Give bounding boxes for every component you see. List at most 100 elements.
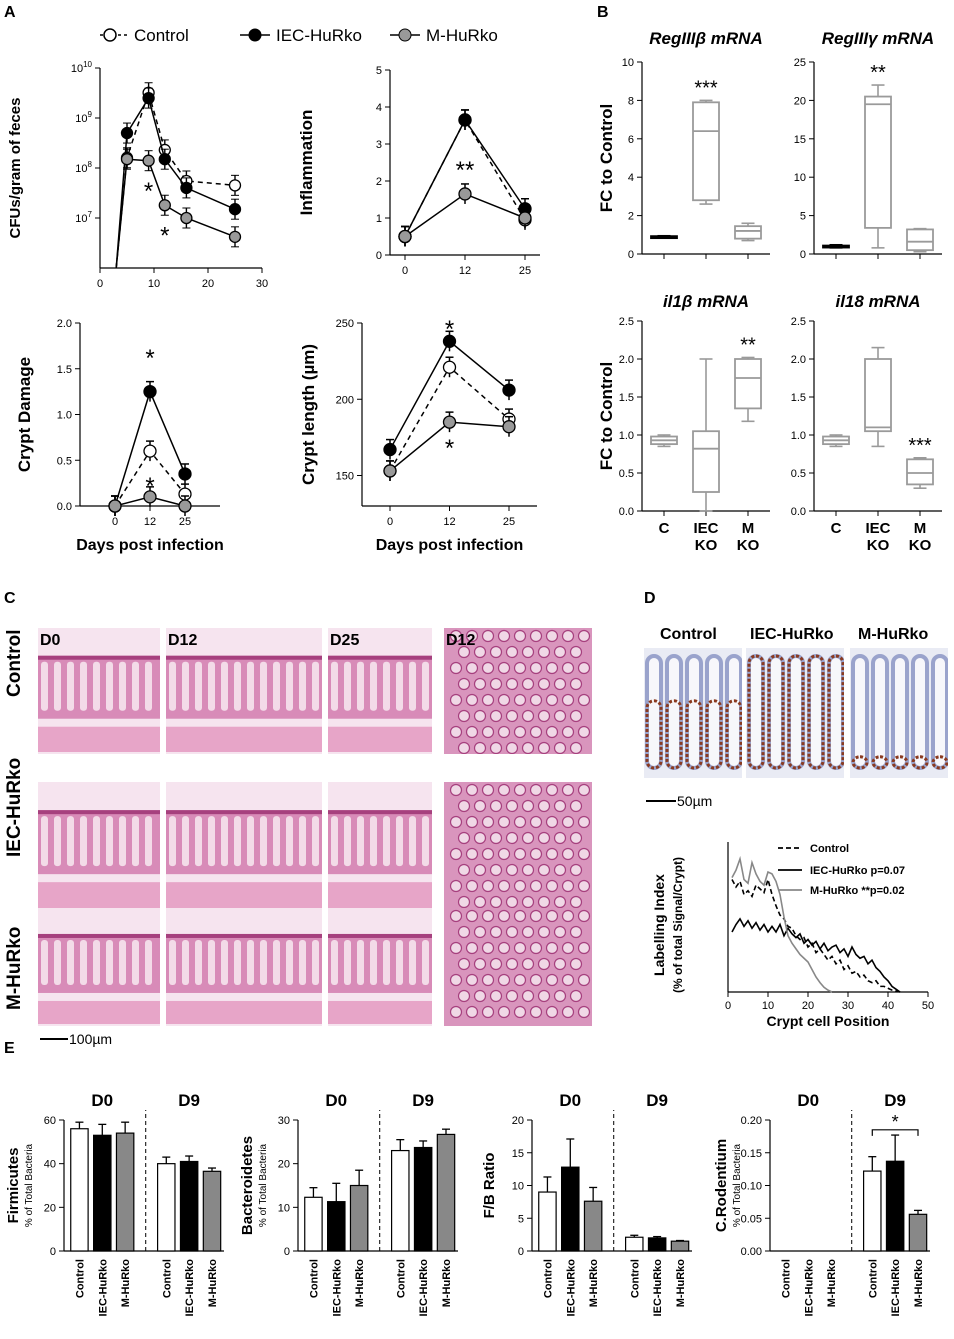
crypt-cross-section — [457, 989, 471, 1003]
crypt — [195, 939, 202, 985]
crypt-cross-section — [545, 661, 559, 675]
crypt-cross-section — [473, 645, 487, 659]
crypt-cross-section — [457, 677, 471, 691]
crypt-cross-section — [521, 925, 535, 939]
y-axis-title: F/B Ratio — [481, 1153, 498, 1219]
crypt — [221, 939, 228, 985]
crypt-cross-section — [569, 863, 583, 877]
y-tick-label: 30 — [278, 1115, 290, 1127]
y-tick-label: 0.0 — [57, 501, 72, 513]
col-label-d0: D0 — [40, 632, 61, 649]
crypt — [891, 654, 909, 770]
crypt — [286, 816, 293, 867]
crypt-cross-section — [497, 941, 511, 955]
box-rect — [864, 358, 892, 433]
bar — [326, 1201, 346, 1252]
crypt — [234, 661, 241, 711]
crypt — [221, 661, 228, 711]
x-tick-label: Control — [780, 1259, 792, 1298]
crypt — [645, 654, 663, 770]
panel-letter-d: D — [644, 590, 656, 607]
significance-star: * — [445, 316, 454, 343]
crypt-cross-section — [545, 909, 559, 923]
crypt-cross-section — [497, 847, 511, 861]
data-point-m-hurko — [458, 187, 472, 201]
legend-label: M-HuRko **p=0.02 — [810, 885, 904, 897]
crypt-cross-section — [449, 661, 463, 675]
y-tick-label: 200 — [336, 394, 354, 406]
crypt — [260, 939, 267, 985]
x-tick-label: 10 — [148, 278, 160, 290]
crypt-cross-section — [577, 629, 591, 643]
x-tick-label: 25 — [503, 516, 515, 528]
group-label-d0: D0 — [797, 1091, 819, 1110]
y-tick-label: 0.15 — [741, 1148, 762, 1160]
chart-crypt-length: 150 200 250 0 12 25 Crypt length (µm) Days post… — [299, 316, 537, 554]
bar — [157, 1163, 176, 1252]
crypt-cross-section — [473, 831, 487, 845]
crypt-cross-section — [537, 741, 551, 754]
bar — [885, 1160, 905, 1252]
crypt — [273, 661, 280, 711]
crypt-cross-section — [513, 815, 527, 829]
legend-label-control: Control — [134, 26, 189, 45]
crypt-cross-section — [465, 693, 479, 707]
legend-label-iec: IEC-HuRko — [276, 26, 362, 45]
bar — [115, 1132, 135, 1252]
panel-letter-b: B — [597, 4, 609, 21]
y-tick-label: 0 — [518, 1246, 524, 1258]
data-point-iec-hurko — [458, 113, 472, 127]
crypt — [344, 661, 351, 711]
crypt-cross-section — [577, 909, 591, 923]
crypt — [725, 654, 742, 770]
crypt-cross-section — [489, 831, 503, 845]
y-axis-title: % of Total Bacteria — [24, 1143, 35, 1227]
crypt-cross-section — [465, 1005, 479, 1019]
data-point-m-hurko — [120, 153, 134, 166]
x-tick-label: M-HuRko — [441, 1259, 453, 1308]
crypt-cross-section — [529, 847, 543, 861]
crypt-cross-section — [569, 957, 583, 971]
x-tick-label: 0 — [112, 516, 118, 528]
x-tick-label: IEC-HuRko — [890, 1259, 902, 1317]
crypt-cross-section — [513, 661, 527, 675]
crypt — [182, 939, 189, 985]
crypt-cross-section — [481, 941, 495, 955]
x-tick-label: IEC — [693, 520, 718, 537]
legend-marker-iec — [248, 28, 262, 42]
bar — [436, 1133, 456, 1252]
epithelium — [328, 655, 432, 660]
box-rect — [906, 228, 934, 252]
crypt-cross-section — [545, 973, 559, 987]
bar — [908, 1213, 928, 1252]
group-label-d9: D9 — [178, 1091, 200, 1110]
box-rect — [734, 358, 762, 410]
bar — [70, 1128, 89, 1252]
crypt — [93, 816, 100, 867]
mucosa — [166, 933, 322, 993]
x-tick-label: Control — [161, 1259, 173, 1298]
crypt — [221, 816, 228, 867]
x-tick-label: 12 — [459, 265, 471, 277]
col-label-d12: D12 — [168, 632, 198, 649]
crypt-cross-section — [577, 783, 591, 797]
he-image-m-d25 — [328, 908, 432, 1026]
y-tick-label: 0 — [376, 250, 382, 262]
significance-star: *** — [694, 77, 718, 99]
crypt-cross-section — [561, 909, 575, 923]
data-point-iec-hurko — [180, 181, 193, 195]
crypt-cross-section — [505, 895, 519, 909]
y-tick-label: 0.0 — [791, 506, 806, 518]
y-tick-label: 25 — [794, 57, 806, 69]
x-tick-label: IEC-HuRko — [331, 1259, 343, 1317]
crypt-cross-section — [513, 973, 527, 987]
data-point-m-hurko — [178, 499, 192, 513]
he-image-iec-d12 — [166, 782, 322, 910]
crypt-cross-section — [465, 879, 479, 893]
crypt — [331, 939, 338, 985]
hur-stain — [645, 699, 663, 770]
y-tick-label: 1.5 — [791, 392, 806, 404]
ihc-label-m: M-HuRko — [858, 626, 929, 643]
x-axis-title: Crypt cell Position — [767, 1013, 890, 1029]
crypt-cross-section — [497, 693, 511, 707]
